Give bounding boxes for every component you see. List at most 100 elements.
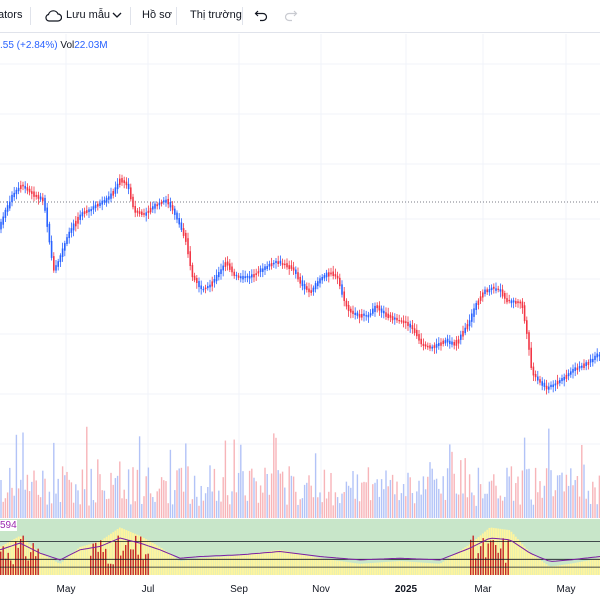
oscillator-bar xyxy=(253,553,255,575)
candle-body xyxy=(160,201,163,204)
oscillator-bar xyxy=(39,552,42,575)
volume-bar xyxy=(306,482,308,518)
volume-bar xyxy=(185,443,187,518)
candle-body xyxy=(435,343,438,348)
candle-body xyxy=(367,314,370,318)
volume-bar xyxy=(242,471,244,518)
candle-body xyxy=(180,222,183,230)
oscillator-bar xyxy=(338,560,341,575)
candle-body xyxy=(48,223,51,243)
oscillator-spike xyxy=(105,548,107,575)
oscillator-bar xyxy=(319,558,321,575)
candle-body xyxy=(204,287,207,290)
candle-body xyxy=(556,380,559,385)
volume-bar xyxy=(583,464,585,518)
oscillator-bar xyxy=(369,563,372,575)
oscillator-bar xyxy=(497,528,500,575)
save-template-button[interactable]: Lưu mẫu xyxy=(66,9,111,21)
toolbar-divider xyxy=(242,7,243,25)
oscillator-spike xyxy=(37,548,39,575)
oscillator-bar xyxy=(85,545,88,575)
oscillator-bar xyxy=(510,531,513,575)
oscillator-bar xyxy=(143,538,145,575)
candle-body xyxy=(154,203,156,209)
oscillator-bar xyxy=(182,560,185,575)
candle-body xyxy=(460,334,462,340)
candle-body xyxy=(473,308,475,317)
volume-bar xyxy=(380,479,383,518)
volume-bar xyxy=(312,497,315,518)
price-chart[interactable] xyxy=(0,34,600,584)
oscillator-bar xyxy=(391,561,394,575)
candle-body xyxy=(583,363,585,368)
volume-bar xyxy=(319,492,321,518)
volume-bar xyxy=(198,505,200,518)
oscillator-bar xyxy=(286,551,288,575)
candle-body xyxy=(477,300,480,305)
candle-body xyxy=(31,191,33,194)
oscillator-bar xyxy=(297,553,299,575)
volume-bar xyxy=(77,490,79,518)
oscillator-bar xyxy=(290,552,293,575)
volume-bar xyxy=(352,471,354,518)
volume-bar xyxy=(246,500,249,518)
volume-bar xyxy=(204,493,207,518)
oscillator-bar xyxy=(160,548,163,575)
oscillator-bar xyxy=(270,550,273,575)
volume-bar xyxy=(508,476,510,518)
candle-body xyxy=(105,197,108,203)
redo-icon[interactable] xyxy=(284,8,298,22)
volume-bar xyxy=(281,471,284,518)
candle-body xyxy=(548,386,550,390)
oscillator-bar xyxy=(396,561,398,575)
oscillator-bar xyxy=(72,552,75,575)
candle-body xyxy=(185,232,187,242)
candle-body xyxy=(378,305,381,311)
volume-bar xyxy=(20,479,22,518)
candle-body xyxy=(493,286,495,289)
candle-body xyxy=(559,380,561,384)
oscillator-bar xyxy=(242,554,244,575)
undo-icon[interactable] xyxy=(254,8,268,22)
volume-bar xyxy=(138,436,141,518)
volume-bar xyxy=(475,505,477,518)
candle-body xyxy=(475,303,477,311)
market-button[interactable]: Thị trường xyxy=(190,9,242,21)
oscillator-bar xyxy=(48,557,51,575)
oscillator-bar xyxy=(519,541,522,575)
volume-bar xyxy=(350,487,352,518)
oscillator-bar xyxy=(220,556,222,575)
volume-bar xyxy=(466,497,469,518)
volume-bar xyxy=(28,491,31,518)
volume-bar xyxy=(345,481,348,518)
candle-body xyxy=(376,305,378,309)
chevron-down-icon[interactable] xyxy=(112,11,122,19)
oscillator-spike xyxy=(30,552,32,575)
oscillator-bar xyxy=(158,546,161,575)
oscillator-bar xyxy=(380,562,383,575)
candle-body xyxy=(438,343,440,346)
indicators-button[interactable]: ators xyxy=(0,9,23,21)
candle-body xyxy=(303,283,306,290)
candle-body xyxy=(92,206,95,210)
candle-body xyxy=(231,266,233,273)
volume-bar xyxy=(418,480,420,518)
volume-bar xyxy=(534,467,537,518)
oscillator-spike xyxy=(125,545,127,575)
oscillator-bar xyxy=(389,561,392,575)
candle-body xyxy=(262,268,264,272)
cloud-icon[interactable] xyxy=(44,8,62,24)
profile-button[interactable]: Hồ sơ xyxy=(142,9,172,21)
candle-body xyxy=(576,367,579,371)
volume-bar xyxy=(125,498,128,518)
oscillator-bar xyxy=(418,562,420,575)
volume-bar xyxy=(526,469,528,518)
oscillator-bar xyxy=(312,556,315,575)
toolbar-divider xyxy=(30,7,31,25)
x-axis-label-sep: Sep xyxy=(230,584,248,595)
volume-bar xyxy=(189,503,191,518)
oscillator-bar xyxy=(508,530,511,575)
candle-body xyxy=(512,300,515,303)
candle-body xyxy=(422,343,425,346)
oscillator-bar xyxy=(475,538,478,575)
